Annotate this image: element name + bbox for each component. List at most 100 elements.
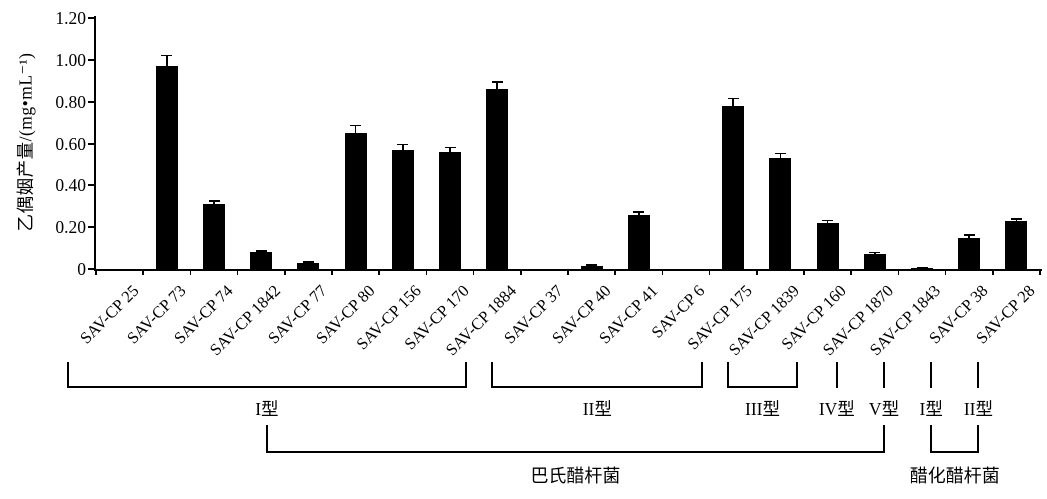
bar xyxy=(769,158,792,269)
x-tick xyxy=(1039,271,1041,275)
x-tick xyxy=(850,271,852,275)
error-bar-stem xyxy=(449,147,451,152)
error-bar-cap xyxy=(774,152,786,155)
bar xyxy=(627,214,650,269)
bar xyxy=(297,262,320,269)
y-tick-label: 0.60 xyxy=(55,133,86,154)
bar xyxy=(1005,220,1028,269)
type-group-bracket-left xyxy=(491,362,494,388)
bar xyxy=(486,89,509,269)
y-tick-label: 0.40 xyxy=(55,175,86,196)
x-tick xyxy=(897,271,900,275)
error-bar-cap xyxy=(302,261,314,263)
y-tick xyxy=(88,58,95,61)
type-group-bracket-left xyxy=(66,362,69,388)
x-tick xyxy=(756,271,758,275)
type-group-line xyxy=(883,362,885,388)
bar xyxy=(203,204,225,269)
type-label: I型 xyxy=(919,399,943,419)
x-tick xyxy=(944,271,947,275)
x-tick xyxy=(520,271,522,275)
error-bar-cap xyxy=(208,200,220,202)
error-bar-stem xyxy=(874,252,876,255)
y-tick-label: 0.80 xyxy=(55,91,86,112)
x-tick xyxy=(189,271,192,275)
x-tick xyxy=(142,271,144,275)
x-tick xyxy=(567,271,569,275)
type-label: IV型 xyxy=(818,399,855,419)
species-bracket-left xyxy=(265,425,268,453)
type-group-line xyxy=(977,362,980,388)
x-tick xyxy=(661,271,664,275)
x-axis-line xyxy=(94,269,1042,271)
error-bar-cap xyxy=(397,143,409,146)
y-tick-label: 0.20 xyxy=(55,217,86,238)
error-bar-cap xyxy=(869,251,881,254)
bar xyxy=(911,267,933,269)
error-bar-stem xyxy=(732,98,734,106)
x-tick xyxy=(708,271,711,275)
y-tick xyxy=(88,100,95,103)
x-tick xyxy=(803,271,805,275)
x-tick xyxy=(378,271,380,275)
error-bar-stem xyxy=(496,81,498,90)
bar xyxy=(722,105,745,269)
error-bar-cap xyxy=(161,54,173,57)
x-tick xyxy=(992,271,994,275)
error-bar-stem xyxy=(826,220,829,223)
x-tick xyxy=(425,271,428,275)
y-tick-label: 0 xyxy=(77,259,86,279)
bar xyxy=(155,66,178,269)
type-group-bracket-bottom xyxy=(66,386,468,388)
species-bracket-right xyxy=(883,425,885,453)
y-tick-label: 1.00 xyxy=(55,49,86,70)
type-group-bracket-right xyxy=(701,362,704,388)
error-bar-cap xyxy=(586,264,598,266)
x-tick xyxy=(472,271,475,275)
type-label: III型 xyxy=(745,399,780,419)
type-group-line xyxy=(835,362,838,388)
species-label: 巴氏醋杆菌 xyxy=(530,466,621,486)
error-bar-stem xyxy=(354,125,357,134)
error-bar-cap xyxy=(1010,218,1022,220)
y-tick xyxy=(88,17,95,19)
bar xyxy=(816,222,839,269)
type-group-bracket-bottom xyxy=(491,386,704,388)
bar xyxy=(250,252,273,269)
type-group-bracket-right xyxy=(795,362,798,388)
error-bar-cap xyxy=(727,97,739,100)
type-label: II型 xyxy=(963,399,993,419)
y-tick xyxy=(88,184,95,187)
error-bar-cap xyxy=(444,146,456,148)
x-tick xyxy=(614,271,616,275)
x-tick xyxy=(236,271,239,275)
type-group-bracket-bottom xyxy=(727,386,798,388)
species-bracket-bottom xyxy=(930,451,980,453)
x-tick xyxy=(95,271,97,275)
error-bar-cap xyxy=(255,250,267,252)
species-bracket-left xyxy=(930,425,933,453)
bar xyxy=(958,237,981,269)
error-bar-cap xyxy=(963,234,975,236)
x-tick xyxy=(331,271,333,275)
type-label: I型 xyxy=(255,399,279,419)
error-bar-stem xyxy=(968,235,970,238)
y-tick-label: 1.20 xyxy=(55,8,86,28)
y-axis-line xyxy=(94,16,96,271)
x-tick xyxy=(284,271,286,275)
type-label: V型 xyxy=(868,399,900,419)
error-bar-cap xyxy=(633,211,645,213)
error-bar-stem xyxy=(402,144,404,150)
error-bar-stem xyxy=(779,153,782,159)
species-label: 醋化醋杆菌 xyxy=(909,466,1000,486)
bar xyxy=(439,151,461,269)
error-bar-stem xyxy=(1015,219,1018,221)
type-group-line xyxy=(930,362,933,388)
error-bar-cap xyxy=(350,124,362,127)
bar xyxy=(391,149,414,269)
bar xyxy=(344,133,367,269)
error-bar-stem xyxy=(213,201,215,205)
y-tick xyxy=(88,268,95,270)
